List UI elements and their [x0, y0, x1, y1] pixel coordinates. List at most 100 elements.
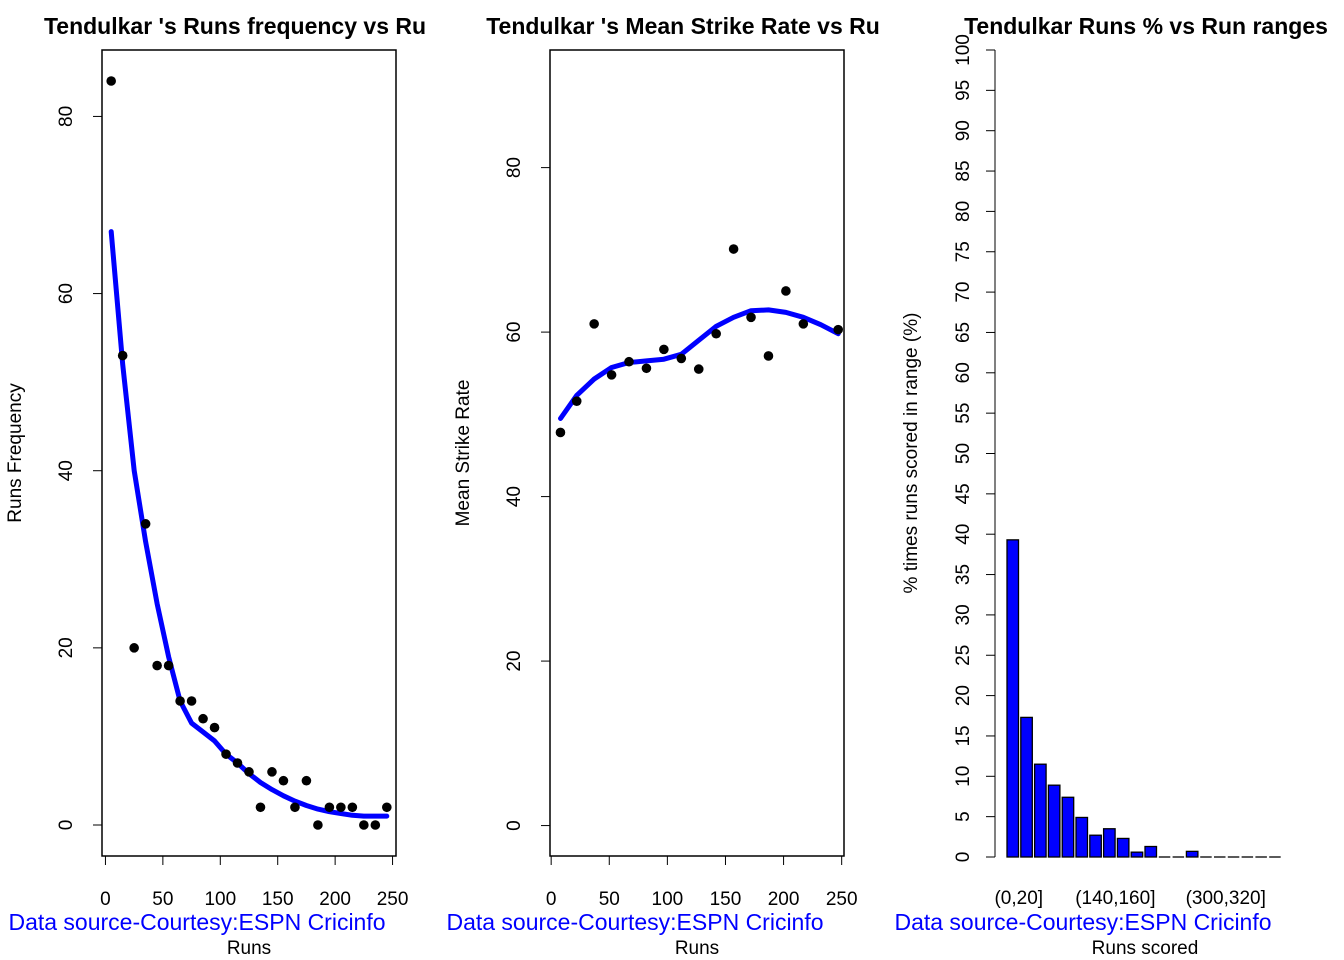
data-point: [606, 370, 617, 380]
data-point: [198, 713, 208, 724]
y-axis-label: Runs Frequency: [5, 383, 26, 523]
x-axis-label: Runs: [227, 938, 271, 959]
x-tick-label: 100: [652, 889, 684, 910]
y-tick-label: 60: [953, 362, 974, 383]
plot-frame: [549, 49, 845, 857]
x-tick-label: 100: [204, 889, 236, 910]
bar: [1185, 850, 1199, 858]
data-point: [359, 820, 369, 830]
chart-title: Tendulkar 's Mean Strike Rate vs Ru: [486, 13, 880, 39]
bar: [1047, 784, 1061, 858]
data-point: [186, 696, 197, 706]
bar: [1075, 816, 1089, 858]
data-point: [382, 802, 392, 813]
data-points: [555, 244, 843, 438]
data-point: [244, 767, 254, 777]
bar: [1130, 851, 1144, 858]
bar: [1061, 796, 1075, 858]
y-tick-label: 0: [56, 820, 77, 831]
x-axis: 0 50 100 150 200 250: [546, 855, 858, 910]
data-point: [278, 775, 289, 786]
panel-mean-strike-rate: Tendulkar 's Mean Strike Rate vs Ru 0 50 1…: [446, 13, 879, 959]
data-point: [347, 802, 358, 813]
data-point: [336, 802, 346, 813]
chart-title: Tendulkar Runs % vs Run ranges: [964, 13, 1328, 39]
data-point: [313, 820, 323, 830]
data-point: [798, 319, 809, 329]
panel-runs-percent: Tendulkar Runs % vs Run ranges 0 5 10 15 20 2…: [894, 13, 1327, 959]
x-axis: (0,20] (140,160] (300,320]: [994, 888, 1265, 909]
y-tick-label: 95: [953, 80, 974, 101]
data-point: [746, 312, 756, 323]
plot-frame: [101, 49, 397, 857]
y-tick-label: 70: [953, 282, 974, 303]
data-point: [163, 660, 174, 671]
y-tick-label: 40: [504, 486, 525, 507]
bar: [1033, 763, 1047, 858]
y-tick-label: 35: [953, 564, 974, 585]
y-tick-label: 65: [953, 322, 974, 343]
x-tick-label: 200: [768, 889, 800, 910]
y-tick-label: 15: [953, 725, 974, 746]
y-tick-label: 30: [953, 604, 974, 625]
x-tick-label: 150: [262, 889, 294, 910]
data-source-note: Data source-Courtesy:ESPN Cricinfo: [446, 909, 823, 935]
data-point: [676, 353, 687, 364]
data-points: [106, 76, 392, 830]
data-point: [324, 802, 335, 813]
data-point: [152, 660, 162, 671]
data-point: [711, 328, 721, 339]
data-point: [781, 286, 791, 296]
y-tick-label: 0: [504, 820, 525, 831]
y-tick-label: 85: [953, 160, 974, 181]
data-point: [301, 775, 312, 786]
y-tick-label: 50: [953, 443, 974, 464]
x-axis: 0 50 100 150 200 250: [100, 855, 409, 910]
data-point: [255, 802, 266, 813]
x-tick-label: 250: [377, 889, 409, 910]
data-point: [106, 76, 116, 86]
y-tick-label: 80: [504, 157, 525, 178]
loess-fit-line: [558, 307, 841, 421]
data-point: [589, 319, 599, 329]
data-point: [209, 722, 220, 733]
bar: [1116, 837, 1130, 858]
x-tick-label: (140,160]: [1075, 888, 1155, 909]
y-tick-label: 75: [953, 241, 974, 262]
data-point: [221, 749, 231, 759]
x-axis-label: Runs scored: [1092, 938, 1199, 959]
y-tick-label: 0: [953, 852, 974, 863]
data-point: [833, 324, 843, 335]
data-point: [129, 643, 139, 653]
data-point: [117, 350, 128, 361]
bar: [1089, 834, 1102, 858]
y-tick-label: 80: [953, 201, 974, 222]
data-point: [370, 820, 381, 830]
data-point: [571, 396, 582, 406]
y-tick-label: 20: [56, 637, 77, 658]
y-tick-label: 25: [953, 645, 974, 666]
bar: [1144, 845, 1158, 858]
y-tick-label: 55: [953, 403, 974, 424]
data-point: [641, 363, 652, 374]
bar: [1006, 539, 1020, 858]
data-source-note: Data source-Courtesy:ESPN Cricinfo: [894, 909, 1271, 935]
y-axis: 0 20 40 60 80: [56, 106, 103, 831]
x-axis-label: Runs: [675, 938, 719, 959]
bars: [1006, 539, 1281, 858]
y-axis: 0 5 10 15 20 25 30 35 40 45 50 55 60 65 70 75 80 85 90 95 10…: [953, 34, 996, 863]
y-axis-label: % times runs scored in range (%): [901, 313, 922, 594]
x-tick-label: 150: [710, 889, 742, 910]
data-point: [659, 344, 669, 355]
loess-fit-line: [108, 229, 390, 819]
data-source-note: Data source-Courtesy:ESPN Cricinfo: [8, 909, 385, 935]
y-tick-label: 90: [953, 120, 974, 141]
y-tick-label: 60: [504, 322, 525, 343]
data-point: [290, 802, 300, 813]
x-tick-label: 250: [826, 889, 858, 910]
x-tick-label: 0: [546, 889, 557, 910]
y-tick-label: 5: [953, 811, 974, 822]
y-tick-label: 40: [953, 524, 974, 545]
bar: [1102, 828, 1116, 858]
